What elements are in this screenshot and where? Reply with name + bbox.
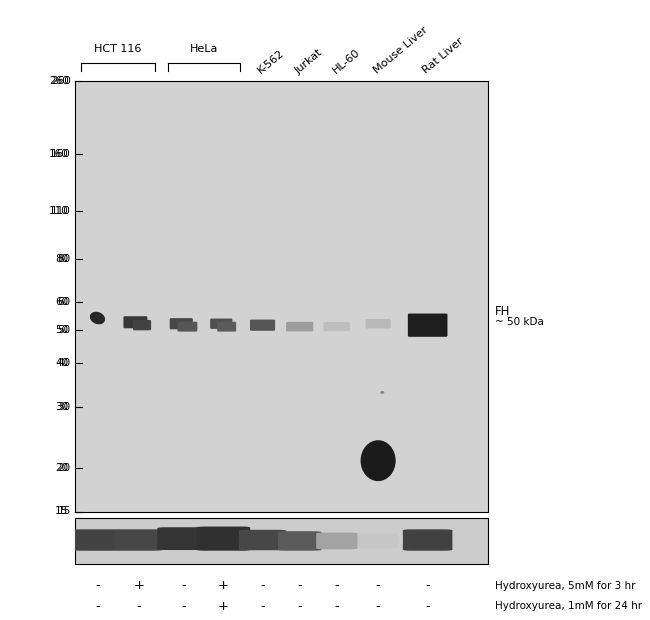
Text: -: - (425, 600, 430, 613)
Ellipse shape (380, 391, 384, 394)
Text: 20: 20 (57, 463, 71, 473)
Text: Rat Liver: Rat Liver (421, 36, 466, 76)
Text: 30: 30 (55, 402, 68, 412)
Text: FH: FH (495, 304, 511, 317)
Text: 160: 160 (51, 149, 71, 159)
Text: Mouse Liver: Mouse Liver (372, 25, 430, 76)
Text: 50: 50 (55, 325, 68, 335)
Text: +: + (218, 580, 229, 592)
Text: 80: 80 (55, 254, 68, 264)
FancyBboxPatch shape (403, 529, 452, 551)
Text: -: - (260, 580, 265, 592)
FancyBboxPatch shape (124, 316, 148, 329)
Text: -: - (260, 600, 265, 613)
FancyBboxPatch shape (210, 319, 233, 329)
Text: +: + (133, 580, 144, 592)
FancyBboxPatch shape (324, 322, 350, 331)
FancyBboxPatch shape (170, 318, 193, 329)
Text: K-562: K-562 (256, 48, 287, 76)
Text: +: + (218, 600, 229, 613)
Text: 60: 60 (57, 297, 71, 307)
Text: 110: 110 (49, 206, 68, 216)
Text: -: - (136, 600, 141, 613)
Text: -: - (297, 600, 302, 613)
Text: 40: 40 (57, 358, 71, 368)
FancyBboxPatch shape (250, 319, 275, 331)
Text: 50: 50 (57, 325, 71, 335)
FancyBboxPatch shape (286, 322, 313, 331)
Text: -: - (376, 600, 380, 613)
FancyBboxPatch shape (157, 527, 211, 550)
FancyBboxPatch shape (196, 526, 250, 551)
FancyBboxPatch shape (408, 314, 447, 337)
Text: HL-60: HL-60 (330, 47, 361, 76)
Text: 260: 260 (49, 76, 68, 86)
Text: -: - (335, 600, 339, 613)
FancyBboxPatch shape (115, 529, 162, 551)
Text: -: - (376, 580, 380, 592)
FancyBboxPatch shape (359, 533, 398, 549)
Ellipse shape (361, 440, 396, 481)
FancyBboxPatch shape (177, 322, 198, 332)
FancyBboxPatch shape (133, 320, 151, 330)
Text: Hydroxyurea, 5mM for 3 hr: Hydroxyurea, 5mM for 3 hr (495, 581, 636, 591)
FancyBboxPatch shape (217, 322, 236, 332)
Text: Jurkat: Jurkat (293, 47, 324, 76)
Text: 260: 260 (51, 76, 71, 86)
Text: -: - (95, 580, 100, 592)
FancyBboxPatch shape (278, 531, 321, 551)
FancyBboxPatch shape (365, 319, 391, 329)
Text: -: - (182, 580, 187, 592)
Text: ~ 50 kDa: ~ 50 kDa (495, 317, 544, 327)
Text: -: - (95, 600, 100, 613)
Text: 20: 20 (55, 463, 68, 473)
Text: 60: 60 (55, 297, 68, 307)
FancyBboxPatch shape (73, 529, 121, 551)
Text: -: - (297, 580, 302, 592)
Text: -: - (425, 580, 430, 592)
Text: HeLa: HeLa (190, 44, 218, 54)
Text: 15: 15 (55, 507, 68, 516)
Text: Hydroxyurea, 1mM for 24 hr: Hydroxyurea, 1mM for 24 hr (495, 601, 642, 611)
Text: -: - (182, 600, 187, 613)
Text: HCT 116: HCT 116 (94, 44, 142, 54)
Text: 40: 40 (55, 358, 68, 368)
Text: 110: 110 (51, 206, 71, 216)
FancyBboxPatch shape (316, 533, 358, 549)
Text: 80: 80 (57, 254, 71, 264)
Text: 160: 160 (49, 149, 68, 159)
Text: 15: 15 (57, 507, 71, 516)
FancyBboxPatch shape (239, 529, 286, 551)
Text: -: - (335, 580, 339, 592)
Text: 30: 30 (57, 402, 71, 412)
Ellipse shape (90, 312, 105, 324)
